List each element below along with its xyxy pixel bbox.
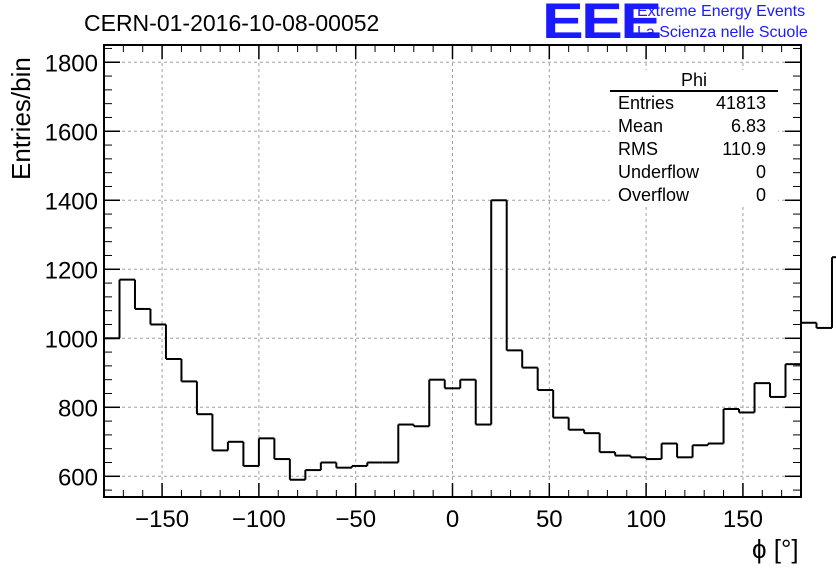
stats-label: Underflow xyxy=(618,162,700,182)
x-tick-label: −50 xyxy=(335,506,376,533)
x-tick-label: 0 xyxy=(446,506,459,533)
stats-label: RMS xyxy=(618,139,658,159)
stats-value: 110.9 xyxy=(722,139,766,159)
histogram-series xyxy=(104,199,836,481)
eee-logo-line-1: Extreme Energy Events xyxy=(637,3,806,20)
eee-logo: EEE xyxy=(542,0,662,49)
stats-row-mean: Mean 6.83 xyxy=(610,115,778,138)
grid-lines xyxy=(104,45,801,497)
x-tick-label: 150 xyxy=(723,506,763,533)
eee-logo-line-2: La Scienza nelle Scuole xyxy=(637,24,808,41)
y-tick-label: 600 xyxy=(58,464,98,491)
stats-row-entries: Entries 41813 xyxy=(610,92,778,115)
run-title: CERN-01-2016-10-08-00052 xyxy=(84,10,380,36)
y-tick-label: 1600 xyxy=(45,119,98,146)
y-tick-label: 1000 xyxy=(45,326,98,353)
x-axis-label: ϕ [°] xyxy=(752,534,799,564)
stats-row-underflow: Underflow 0 xyxy=(610,161,778,184)
y-tick-label: 800 xyxy=(58,395,98,422)
stats-label: Overflow xyxy=(618,185,690,205)
tick-labels: −150 −100 −50 0 50 100 150 600 800 1000 1200 1400 16… xyxy=(45,50,763,533)
stats-row-rms: RMS 110.9 xyxy=(610,138,778,161)
stats-label: Mean xyxy=(618,116,664,136)
stats-value: 41813 xyxy=(715,93,766,113)
stats-label: Entries xyxy=(618,93,675,113)
x-tick-label: −150 xyxy=(135,506,189,533)
x-tick-label: −100 xyxy=(232,506,286,533)
y-axis-label: Entries/bin xyxy=(6,57,36,180)
axis-ticks xyxy=(103,45,802,497)
stats-box: Phi Entries 41813 Mean 6.83 RMS 110.9 Un… xyxy=(610,70,778,207)
stats-title: Phi xyxy=(610,70,778,92)
x-tick-label: 100 xyxy=(626,506,666,533)
y-tick-label: 1400 xyxy=(45,188,98,215)
stats-value: 0 xyxy=(755,185,766,205)
x-tick-label: 50 xyxy=(536,506,563,533)
stats-row-overflow: Overflow 0 xyxy=(610,184,778,207)
y-tick-label: 1800 xyxy=(45,50,98,77)
stats-value: 0 xyxy=(755,162,766,182)
stats-value: 6.83 xyxy=(730,116,766,136)
y-tick-label: 1200 xyxy=(45,257,98,284)
